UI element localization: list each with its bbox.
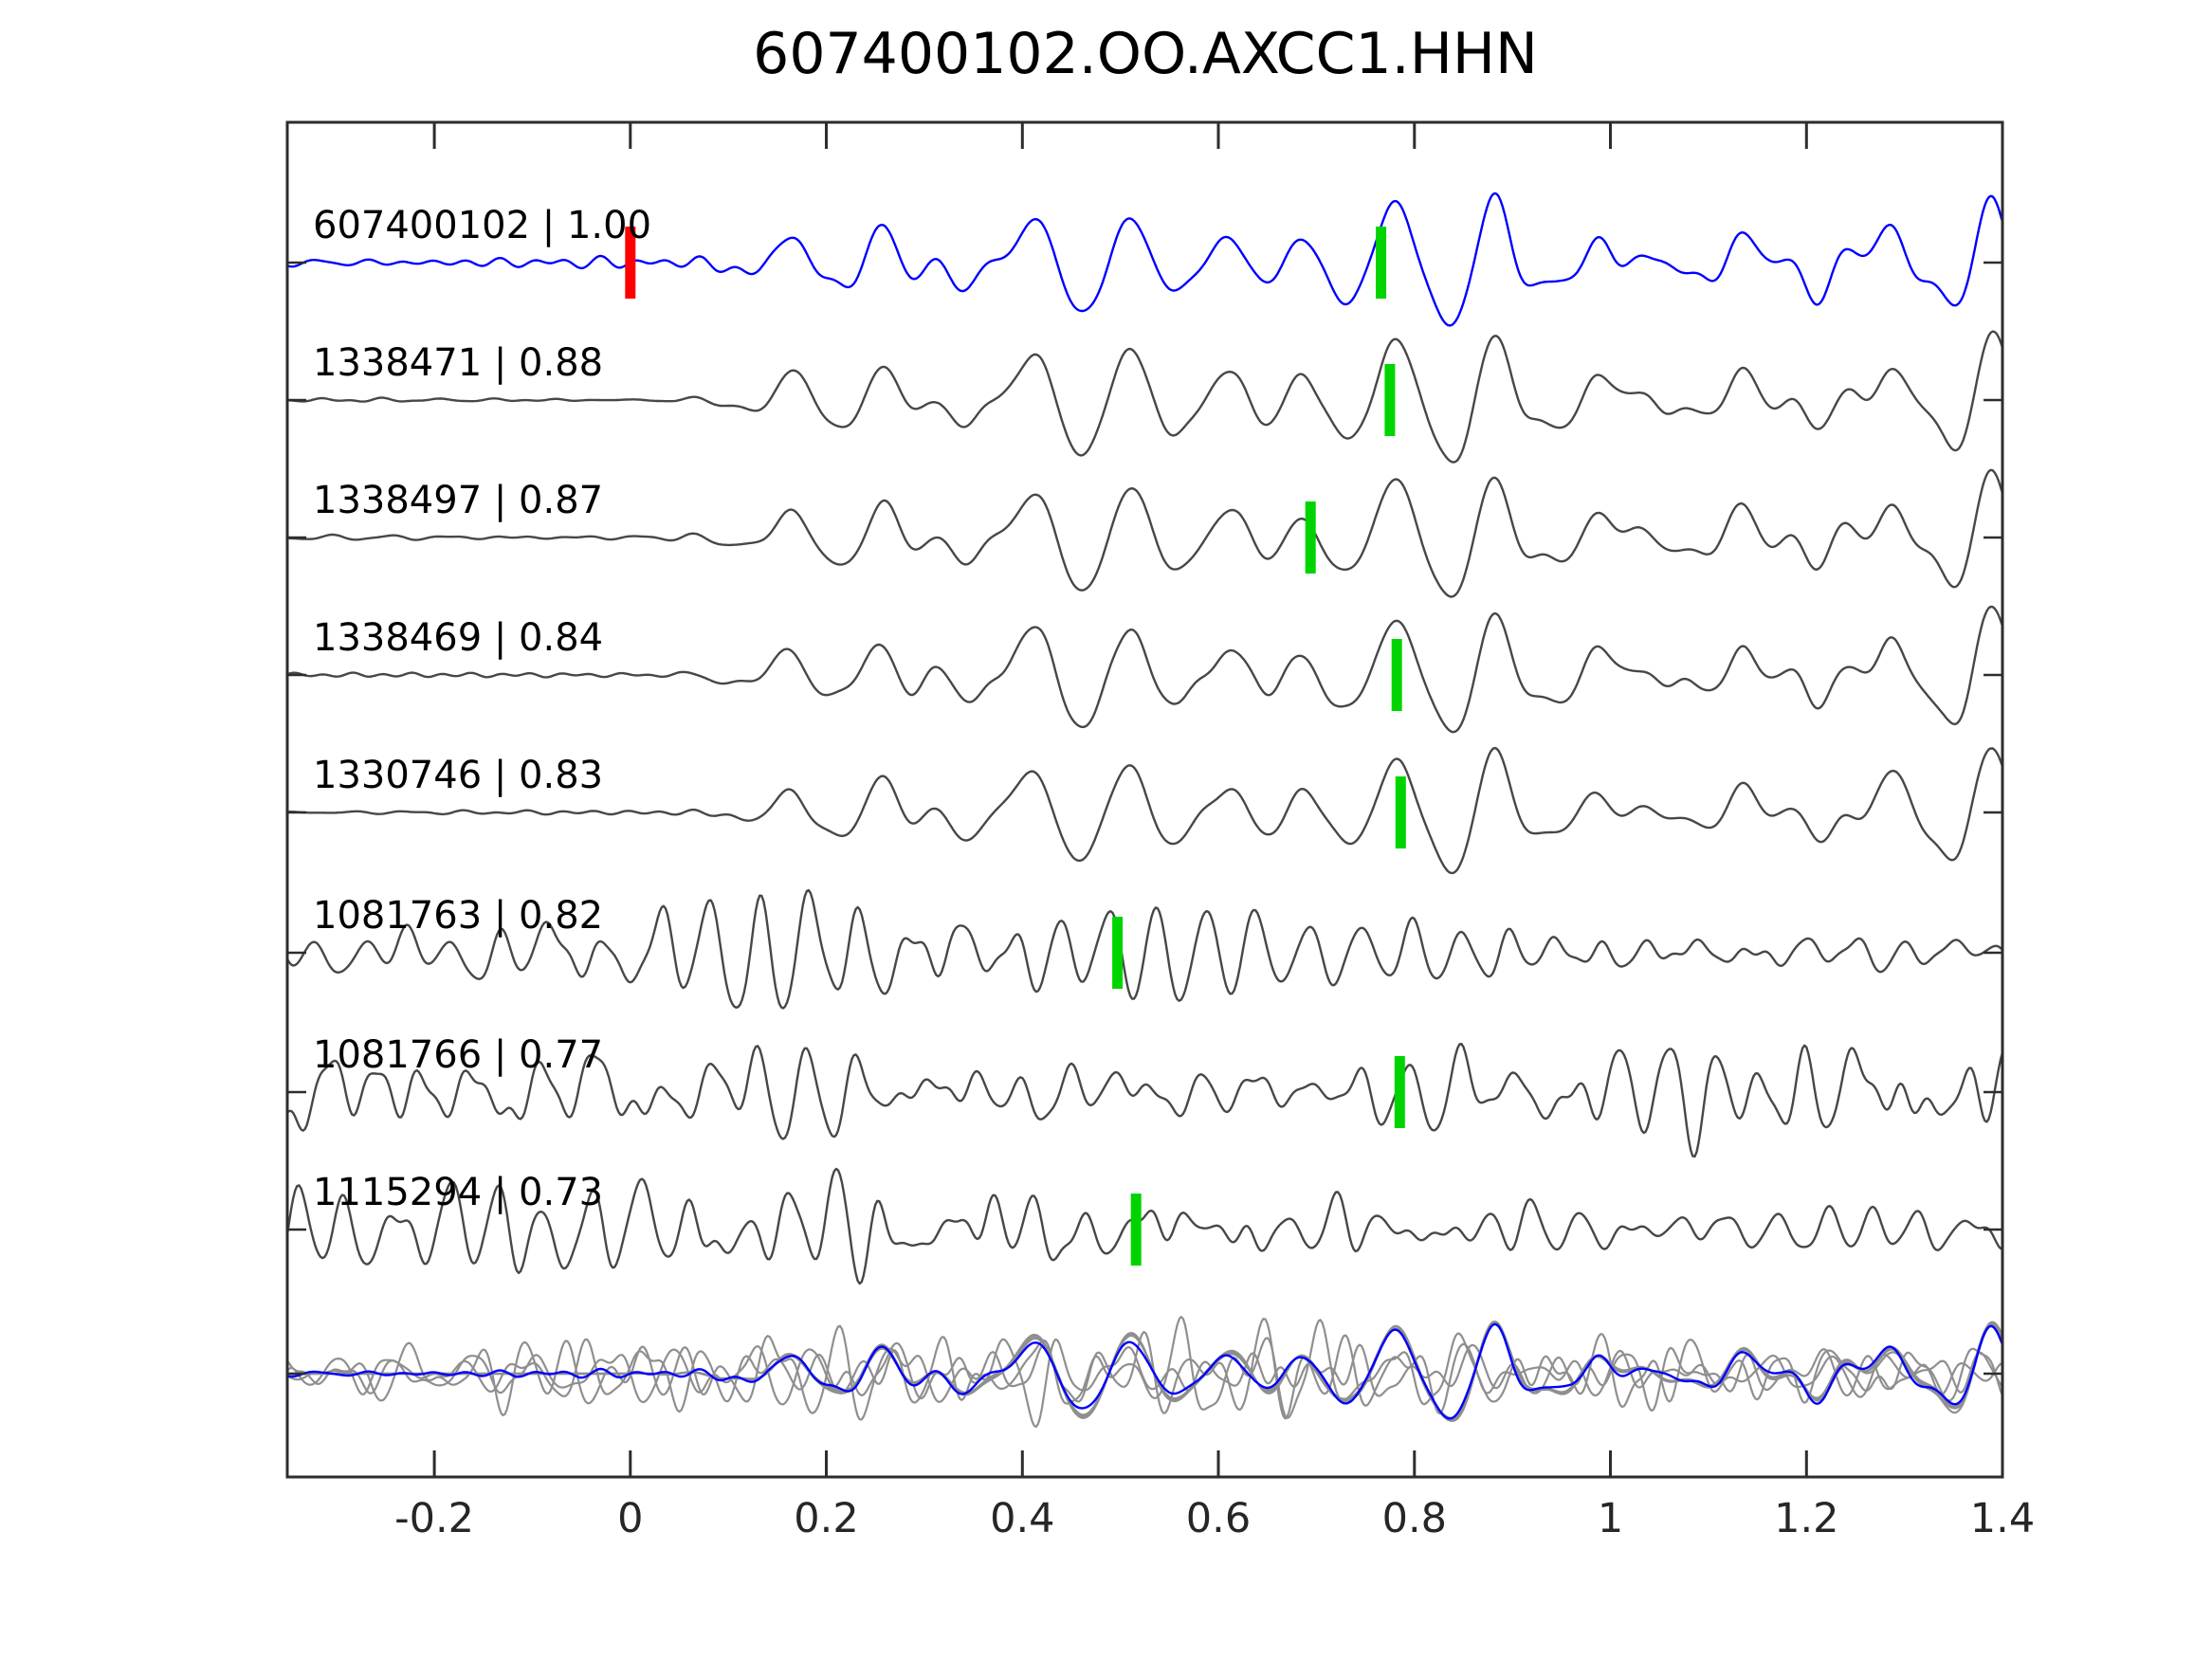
x-tick-label: 1.4: [1970, 1495, 2035, 1542]
pick-marker-green: [1130, 1194, 1142, 1266]
template-trace: [287, 191, 2002, 327]
detection-trace: [287, 888, 2002, 1010]
trace-label: 1338497 | 0.87: [313, 479, 603, 522]
x-tick-label: 0: [617, 1495, 643, 1542]
trace-label: 1081763 | 0.82: [313, 894, 603, 938]
overlay-detection-trace: [287, 1336, 2002, 1429]
x-tick-label: -0.2: [394, 1495, 474, 1542]
overlay-detection-trace: [287, 1317, 2002, 1421]
pick-marker-green: [1112, 917, 1124, 989]
trace-label: 1338469 | 0.84: [313, 616, 603, 660]
x-tick-label: 0.6: [1186, 1495, 1251, 1542]
pick-marker-green: [1391, 639, 1402, 711]
x-tick-label: 0.2: [794, 1495, 858, 1542]
detection-trace: [287, 1042, 2002, 1158]
pick-marker-green: [1394, 1056, 1405, 1128]
pick-marker-green: [1305, 501, 1316, 574]
pick-marker-green: [1395, 776, 1406, 848]
detection-trace: [287, 605, 2002, 734]
detection-trace: [287, 330, 2002, 464]
trace-label: 1115294 | 0.73: [313, 1171, 603, 1214]
x-tick-label: 1.2: [1774, 1495, 1838, 1542]
plot-title: 607400102.OO.AXCC1.HHN: [753, 21, 1538, 87]
pick-marker-green: [1384, 364, 1396, 436]
pick-marker-green: [1376, 227, 1387, 299]
detection-trace: [287, 746, 2002, 875]
x-tick-label: 1: [1598, 1495, 1623, 1542]
pick-marker-red: [625, 227, 636, 299]
x-tick-label: 0.8: [1382, 1495, 1447, 1542]
axis-box: [285, 120, 2004, 1479]
detection-trace: [287, 1167, 2002, 1285]
trace-label: 1338471 | 0.88: [313, 341, 603, 385]
x-tick-label: 0.4: [990, 1495, 1054, 1542]
trace-label: 1330746 | 0.83: [313, 754, 603, 797]
trace-label: 607400102 | 1.00: [313, 204, 651, 247]
detection-trace: [287, 468, 2002, 598]
trace-label: 1081766 | 0.77: [313, 1033, 603, 1077]
overlay-template-trace: [287, 1322, 2002, 1420]
